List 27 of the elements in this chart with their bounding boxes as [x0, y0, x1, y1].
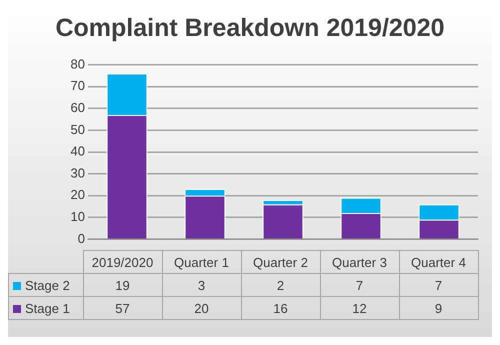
y-tick-label: 10 [70, 208, 85, 224]
data-label: 20 [162, 296, 241, 320]
x-tick-label: 2019/2020 [83, 250, 162, 274]
data-label: 9 [399, 296, 478, 320]
y-tick-label: 50 [70, 122, 85, 137]
x-tick-label: Quarter 3 [320, 250, 399, 274]
y-tick-label: 0 [78, 230, 85, 246]
x-tick-label: Quarter 2 [241, 250, 320, 274]
legend-label: Stage 1 [8, 296, 83, 320]
chart-title: Complaint Breakdown 2019/2020 [54, 13, 446, 44]
x-tick-label: Quarter 4 [399, 250, 478, 274]
data-label: 7 [399, 274, 478, 296]
y-tick-label: 60 [70, 100, 85, 115]
data-label: 3 [162, 274, 241, 296]
y-tick-label: 80 [70, 56, 85, 72]
legend-label: Stage 2 [8, 274, 83, 296]
data-label: 19 [83, 274, 162, 296]
y-tick-label: 20 [70, 187, 85, 202]
data-label: 57 [83, 296, 162, 320]
data-label: 7 [320, 274, 399, 296]
data-label: 16 [241, 296, 320, 320]
y-tick-label: 70 [70, 78, 85, 94]
data-label: 2 [241, 274, 320, 296]
x-tick-label: Quarter 1 [162, 250, 241, 274]
y-tick-label: 30 [70, 165, 85, 180]
data-label: 12 [320, 296, 399, 320]
y-tick-label: 40 [70, 144, 85, 159]
